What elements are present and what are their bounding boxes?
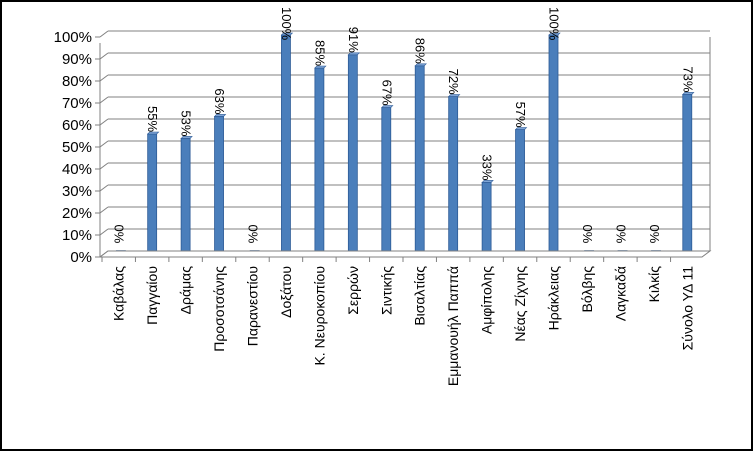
bar <box>281 34 291 255</box>
bar-top <box>347 52 361 56</box>
bar-top <box>213 114 227 117</box>
bar <box>515 129 525 255</box>
gridline-side <box>99 184 109 192</box>
data-label: 53% <box>179 110 194 136</box>
x-tick-label: Αμφίπολης <box>479 266 495 334</box>
x-tick-label: Σερρών <box>345 266 361 315</box>
y-tick-label: 30% <box>62 183 92 200</box>
x-tick-label: Σύνολο ΥΔ 11 <box>679 266 695 351</box>
y-tick-label: 90% <box>62 51 92 68</box>
y-tick-label: 100% <box>54 29 92 46</box>
data-label: 73% <box>680 66 695 92</box>
y-tick-label: 70% <box>62 95 92 112</box>
data-label: 0% <box>246 225 261 244</box>
bar <box>180 137 191 255</box>
x-tick-label: Λαγκαδά <box>612 266 628 321</box>
gridline-side <box>99 162 109 170</box>
bar <box>682 94 693 255</box>
bar-top <box>548 32 561 36</box>
bar-top <box>280 32 294 36</box>
x-tick-label: Καβάλας <box>111 266 127 321</box>
bar-top <box>447 94 461 97</box>
y-tick-labels: 0% 10% 20% 30% 40% 50% 60% 70% 80% 90% 100% <box>54 29 92 266</box>
bar <box>414 65 425 255</box>
y-tick-label: 10% <box>62 227 92 244</box>
y-tick-label: 60% <box>62 117 92 134</box>
bar <box>548 34 559 255</box>
data-label: 63% <box>212 88 227 114</box>
gridline-side <box>99 206 109 214</box>
data-label: 55% <box>145 106 160 132</box>
x-tick-label: Κιλκίς <box>646 266 662 303</box>
y-tick-label: 20% <box>62 205 92 222</box>
gridline-side <box>99 30 109 38</box>
x-tick-label: Εμμανουήλ Παππά <box>445 266 461 386</box>
data-label: 33% <box>480 154 495 180</box>
x-tick-label: Δράμας <box>178 266 194 315</box>
bar-top <box>414 63 427 67</box>
x-tick-label: Δοξάτου <box>278 266 294 318</box>
data-label: 0% <box>613 225 628 244</box>
x-tick-label: Παρανεστίου <box>245 266 261 346</box>
gridline-side <box>99 74 109 82</box>
data-label: 72% <box>446 69 461 95</box>
data-label: 100% <box>279 7 294 41</box>
x-tick-label: Βόλβης <box>579 266 595 313</box>
data-label: 0% <box>112 225 127 244</box>
data-label: 85% <box>312 40 327 66</box>
y-tick-label: 80% <box>62 73 92 90</box>
data-labels: 0% 55% 53% 63% 0% 100% 85% 91% 67% 86% 72% 33% 57% 10… <box>112 7 696 244</box>
x-tick-label: Βισαλτίας <box>412 266 428 326</box>
y-tick-label: 40% <box>62 161 92 178</box>
data-label: 57% <box>513 102 528 128</box>
gridline-side <box>99 118 109 126</box>
bar-top <box>682 92 695 95</box>
gridline-side <box>99 96 109 104</box>
bar <box>214 116 224 255</box>
bar <box>147 133 158 255</box>
x-tick-label: Παγγαίου <box>144 266 160 325</box>
bar <box>314 67 325 255</box>
floor <box>98 250 712 258</box>
bar-top <box>381 105 394 108</box>
data-label: 91% <box>346 27 361 53</box>
bar <box>448 96 459 255</box>
data-label: 0% <box>647 225 662 244</box>
data-label: 67% <box>379 80 394 106</box>
data-label: 0% <box>580 225 595 244</box>
bar <box>347 54 358 255</box>
y-tick-label: 50% <box>62 139 92 156</box>
data-label: 100% <box>547 7 562 41</box>
bar <box>481 181 492 255</box>
bar-top <box>146 131 160 135</box>
bar-top <box>314 65 327 69</box>
gridlines <box>99 30 710 258</box>
bar-top <box>514 127 528 130</box>
y-tick-label: 0% <box>70 249 92 266</box>
axes <box>95 36 712 262</box>
gridline-side <box>99 52 109 60</box>
x-tick-label: Νέας Ζίχνης <box>512 266 528 342</box>
gridline-side <box>99 228 109 236</box>
x-tick-label: Σιντικής <box>378 266 394 315</box>
x-tick-labels: Καβάλας Παγγαίου Δράμας Προσοτσάνης Παρανεστ… <box>111 266 696 386</box>
bar-top <box>481 180 494 183</box>
x-tick-label: Ηράκλειας <box>546 266 562 331</box>
x-tick-label: Προσοτσάνης <box>211 266 227 352</box>
data-label: 86% <box>413 38 428 64</box>
bar-top <box>180 136 193 139</box>
gridline-side <box>99 140 109 148</box>
x-tick-label: Κ. Νευροκοπίου <box>311 266 327 366</box>
bar <box>381 107 392 255</box>
